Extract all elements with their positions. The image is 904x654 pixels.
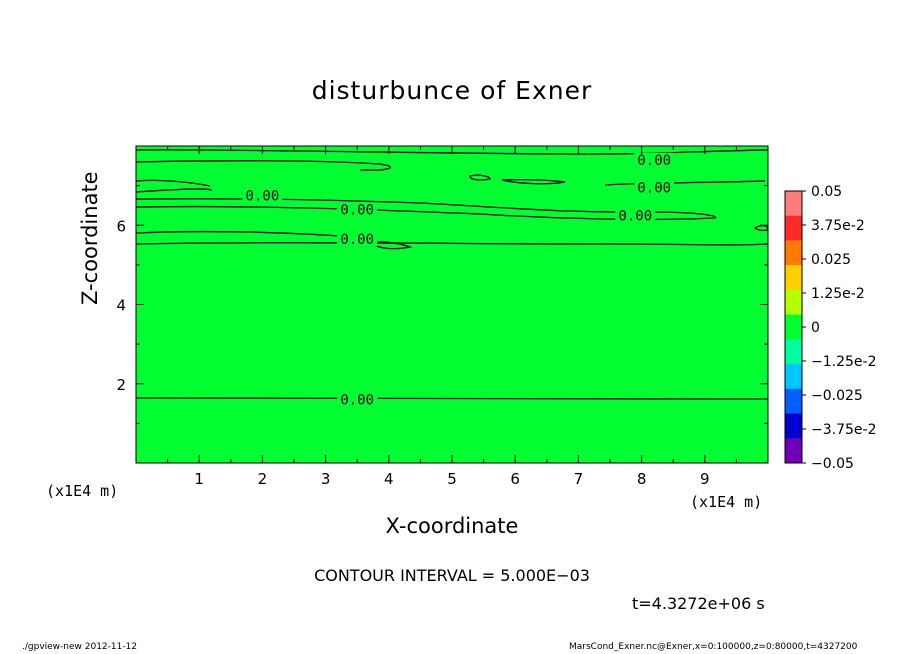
contour-label-bg bbox=[337, 232, 378, 247]
colorbar-label: −3.75e-2 bbox=[811, 422, 876, 438]
x-axis-label: X-coordinate bbox=[385, 514, 519, 538]
contour-label-bg bbox=[242, 188, 283, 203]
colorbar-swatch bbox=[785, 413, 802, 439]
contour-line bbox=[501, 178, 566, 185]
x-tick-label: 2 bbox=[258, 470, 268, 488]
colorbar-label: −0.05 bbox=[811, 456, 854, 472]
colorbar: 0.05 3.75e-2 0.025 1.25e-2 0 −1.25e-2 −0.025 −3… bbox=[784, 184, 876, 472]
plot-area: 0.00 0.00 0.00 0.00 0.00 0.00 0.00 1 2 3 4 5 6 7 8 9 2 4 6 bbox=[116, 145, 769, 488]
x-tick-label: 6 bbox=[510, 470, 520, 488]
colorbar-swatch bbox=[785, 240, 802, 266]
colorbar-swatch bbox=[785, 339, 802, 365]
contour-line bbox=[135, 149, 769, 155]
y-tick-label: 2 bbox=[116, 376, 126, 394]
colorbar-label: 1.25e-2 bbox=[811, 286, 865, 302]
x-tick-label: 5 bbox=[447, 470, 457, 488]
y-axis-label: Z-coordinate bbox=[78, 171, 102, 305]
colorbar-label: 0.025 bbox=[811, 252, 851, 268]
y-tick-label: 6 bbox=[116, 217, 126, 235]
colorbar-label: −0.025 bbox=[811, 388, 863, 404]
contour-label: 0.00 bbox=[246, 189, 280, 205]
contour-label: 0.00 bbox=[637, 181, 671, 197]
colorbar-label: 0 bbox=[811, 320, 820, 336]
x-tick-label: 3 bbox=[321, 470, 331, 488]
contour-label-bg bbox=[337, 392, 378, 407]
footer-right: MarsCond_Exner.nc@Exner,x=0:100000,z=0:8… bbox=[569, 642, 858, 652]
colorbar-swatch bbox=[785, 438, 802, 464]
contour-line bbox=[370, 241, 413, 250]
colorbar-swatch bbox=[785, 388, 802, 415]
contour-line bbox=[135, 188, 213, 193]
contour-interval: CONTOUR INTERVAL = 5.000E−03 bbox=[314, 566, 590, 585]
contour-line bbox=[135, 179, 211, 187]
y-tick-label: 4 bbox=[116, 297, 126, 315]
colorbar-swatch bbox=[785, 215, 802, 241]
colorbar-label: −1.25e-2 bbox=[811, 354, 876, 370]
contour-label: 0.00 bbox=[340, 393, 374, 409]
contour-label: 0.00 bbox=[340, 202, 374, 218]
colorbar-swatch bbox=[785, 265, 802, 291]
x-tick-label: 4 bbox=[384, 470, 394, 488]
contour-line bbox=[135, 397, 769, 400]
colorbar-label: 3.75e-2 bbox=[811, 218, 865, 234]
x-tick-label: 9 bbox=[700, 470, 710, 488]
contour-line bbox=[469, 174, 491, 181]
contour-label: 0.00 bbox=[637, 153, 671, 169]
chart-title: disturbunce of Exner bbox=[311, 76, 593, 105]
colorbar-swatch bbox=[785, 191, 802, 217]
colorbar-swatch bbox=[785, 364, 802, 390]
colorbar-label: 0.05 bbox=[811, 184, 842, 200]
colorbar-swatch bbox=[785, 289, 802, 316]
x-tick-label: 7 bbox=[574, 470, 584, 488]
contour-line bbox=[135, 242, 769, 246]
contour-label: 0.00 bbox=[340, 232, 374, 248]
footer-left: ./gpview-new 2012-11-12 bbox=[22, 642, 138, 652]
contour-label-bg bbox=[337, 202, 378, 217]
time-stamp: t=4.3272e+06 s bbox=[632, 594, 765, 613]
contour-line bbox=[135, 160, 392, 171]
x-axis-unit: (x1E4 m) bbox=[690, 493, 763, 511]
contour-label: 0.00 bbox=[618, 208, 652, 224]
contour-line bbox=[135, 198, 717, 221]
contour-line bbox=[135, 230, 341, 237]
contour-label-bg bbox=[634, 180, 675, 195]
colorbar-swatch bbox=[785, 314, 802, 340]
x-tick-label: 1 bbox=[194, 470, 204, 488]
y-axis-unit: (x1E4 m) bbox=[46, 482, 119, 500]
contour-label-bg bbox=[634, 152, 675, 167]
contour-label-bg bbox=[615, 208, 656, 223]
x-tick-label: 8 bbox=[637, 470, 647, 488]
